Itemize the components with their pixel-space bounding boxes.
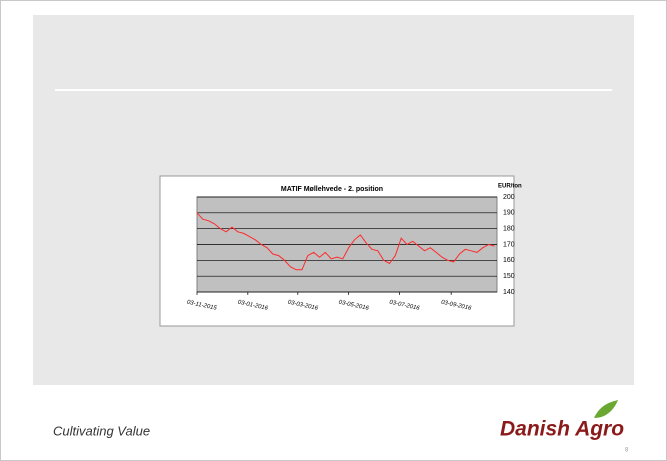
series-line bbox=[196, 212, 495, 271]
y-tick-label: 190 bbox=[503, 210, 515, 217]
y-unit: EUR/ton bbox=[498, 184, 522, 190]
y-tick-label: 180 bbox=[503, 226, 515, 233]
logo-leaf bbox=[594, 400, 618, 418]
y-tick-label: 150 bbox=[503, 273, 515, 280]
brand-logo: Danish Agro bbox=[500, 418, 624, 441]
y-tick-label: 160 bbox=[503, 257, 515, 264]
y-tick-label: 170 bbox=[503, 241, 515, 248]
tagline: Cultivating Value bbox=[53, 423, 150, 438]
page-number: 8 bbox=[625, 448, 629, 454]
y-tick-label: 200 bbox=[503, 194, 515, 201]
chart-title: MATIF Møllehvede - 2. position bbox=[281, 186, 383, 193]
y-tick-label: 140 bbox=[503, 289, 515, 296]
